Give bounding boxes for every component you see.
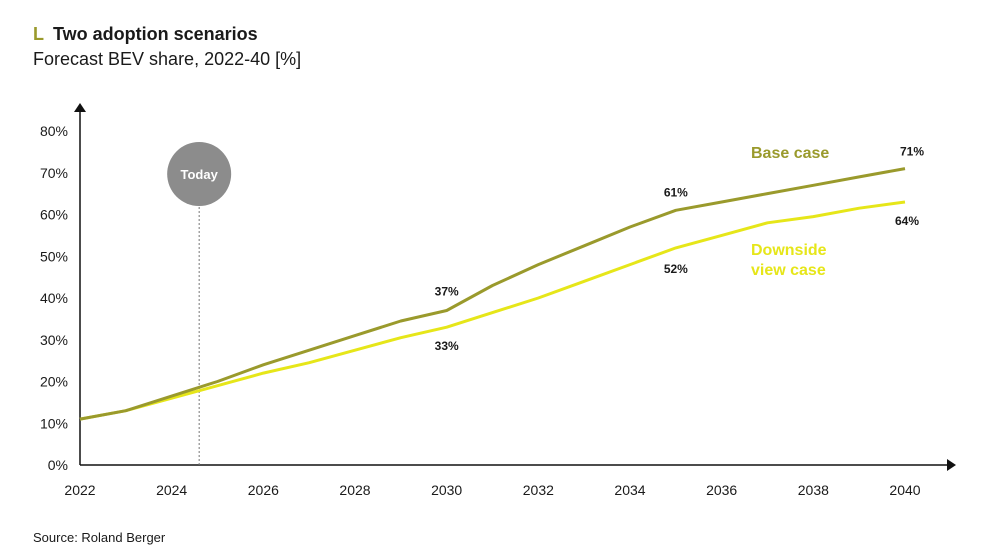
x-axis-arrow-icon [947, 459, 956, 471]
y-tick-label: 30% [40, 332, 68, 348]
x-tick-label: 2022 [64, 482, 95, 498]
data-label: 71% [900, 145, 924, 159]
y-axis-arrow-icon [74, 103, 86, 112]
title-row: L Two adoption scenarios [33, 24, 301, 45]
y-tick-label: 70% [40, 165, 68, 181]
x-tick-label: 2026 [248, 482, 279, 498]
y-tick-label: 40% [40, 290, 68, 306]
data-label: 64% [895, 214, 919, 228]
y-tick-label: 10% [40, 415, 68, 431]
x-tick-label: 2032 [523, 482, 554, 498]
chart-title: Two adoption scenarios [53, 24, 258, 44]
today-badge [167, 142, 232, 206]
data-label: 33% [435, 339, 459, 353]
downside-case-line [79, 200, 906, 421]
x-tick-label: 2028 [339, 482, 370, 498]
downside-case-label: view case [751, 262, 826, 279]
source-note: Source: Roland Berger [33, 530, 166, 545]
base-case-label: Base case [751, 145, 829, 162]
data-label: 37% [435, 285, 459, 299]
y-tick-label: 50% [40, 248, 68, 264]
data-label: 52% [664, 262, 688, 276]
downside-case-label: Downside [751, 242, 827, 259]
y-tick-label: 0% [48, 457, 68, 473]
y-tick-label: 80% [40, 123, 68, 139]
x-tick-label: 2024 [156, 482, 187, 498]
today-label: Today [181, 167, 219, 182]
y-tick-label: 20% [40, 374, 68, 390]
x-tick-label: 2040 [889, 482, 920, 498]
base-case-line [79, 167, 906, 421]
data-label: 61% [664, 185, 688, 199]
x-tick-label: 2036 [706, 482, 737, 498]
x-tick-label: 2038 [798, 482, 829, 498]
y-tick-label: 60% [40, 207, 68, 223]
chart-header: L Two adoption scenarios Forecast BEV sh… [33, 24, 301, 70]
x-tick-label: 2030 [431, 482, 462, 498]
chart-subtitle: Forecast BEV share, 2022-40 [%] [33, 49, 302, 69]
x-tick-label: 2034 [614, 482, 645, 498]
section-marker: L [33, 24, 44, 44]
